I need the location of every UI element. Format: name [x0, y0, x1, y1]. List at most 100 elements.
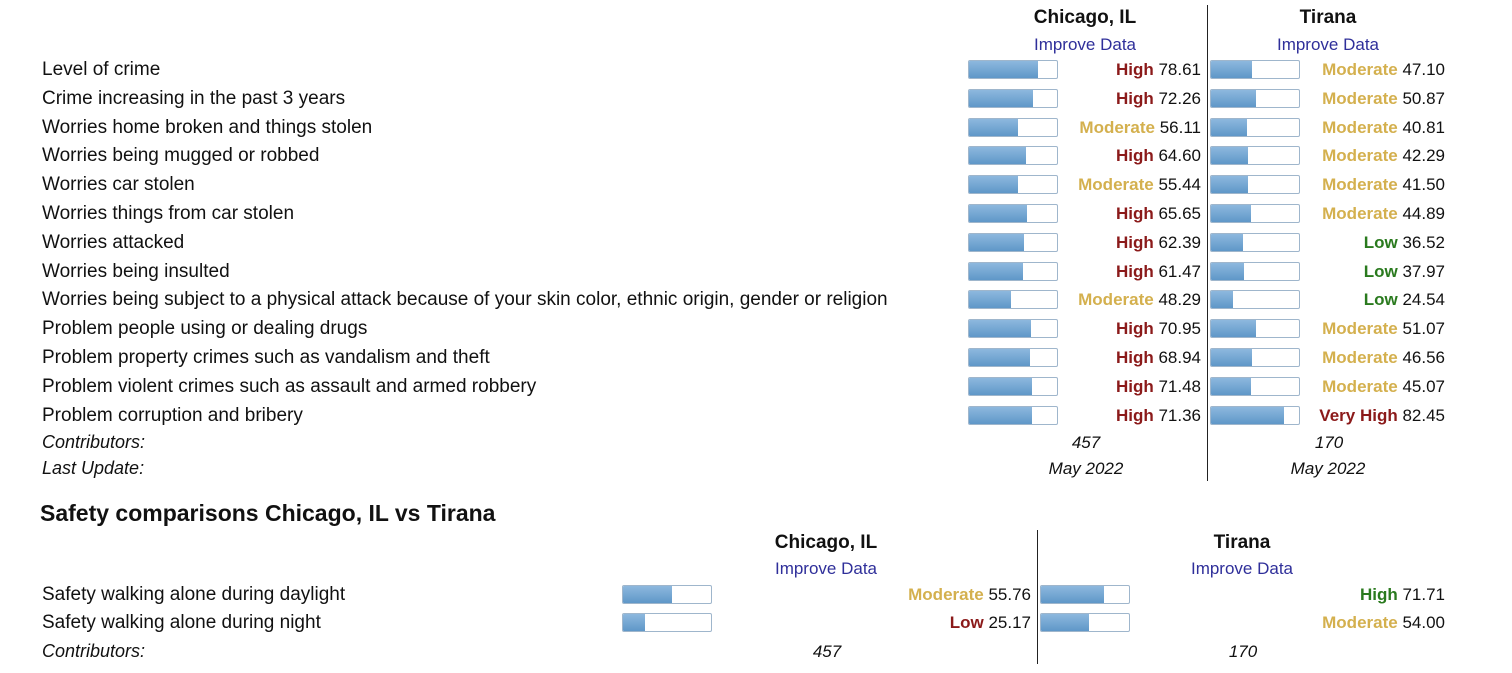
crime-c1-rating: High: [1115, 88, 1154, 108]
crime-c1-bar-fill: [969, 233, 1024, 251]
safety-c2-value: Moderate 54.00: [1322, 613, 1445, 633]
crime-c2-bar: [1210, 376, 1300, 396]
crime-c2-number: 51.07: [1402, 319, 1445, 339]
crime-c1-number: 62.39: [1158, 232, 1201, 252]
crime-city1-last-update: May 2022: [1048, 459, 1124, 478]
crime-c1-number: 68.94: [1158, 348, 1201, 367]
crime-c1-rating: Moderate: [1078, 290, 1154, 310]
crime-c1-bar-fill: [969, 291, 1012, 309]
crime-c1-bar-fill: [969, 118, 1019, 136]
crime-city2-contributors: 170: [1314, 433, 1344, 452]
crime-city1-improve-link[interactable]: Improve Data: [1033, 35, 1137, 54]
crime-c2-rating: Moderate: [1322, 117, 1398, 137]
crime-row-label: Crime increasing in the past 3 years: [42, 87, 346, 109]
safety-city1-contributors: 457: [812, 642, 842, 661]
safety-contributors-label: Contributors:: [42, 641, 146, 661]
crime-c2-value: Moderate 44.89: [1322, 204, 1445, 224]
crime-c1-bar: [968, 376, 1058, 396]
safety-c1-bar: [622, 613, 712, 632]
crime-row-label: Worries car stolen: [42, 174, 195, 196]
crime-c2-rating: Low: [1363, 290, 1398, 310]
crime-c2-rating: Low: [1363, 232, 1398, 252]
crime-city1-contributors: 457: [1071, 433, 1101, 452]
safety-c2-rating: Moderate: [1322, 613, 1398, 632]
crime-c1-bar: [968, 146, 1058, 166]
crime-c2-bar: [1210, 88, 1300, 108]
crime-c1-bar: [968, 204, 1058, 223]
crime-c1-rating: Moderate: [1078, 175, 1154, 195]
crime-c2-bar-fill: [1211, 262, 1245, 280]
crime-c2-number: 37.97: [1402, 261, 1445, 281]
crime-c1-value: Moderate 48.29: [1078, 290, 1201, 310]
crime-c1-rating: High: [1115, 232, 1154, 252]
crime-c2-number: 46.56: [1402, 348, 1445, 367]
crime-c1-rating: Moderate: [1079, 117, 1155, 137]
crime-c1-value: High 64.60: [1116, 146, 1201, 166]
crime-c2-bar: [1210, 261, 1300, 281]
crime-c1-bar-fill: [969, 262, 1024, 280]
crime-c2-rating: Moderate: [1322, 348, 1398, 367]
crime-c2-number: 45.07: [1402, 376, 1445, 396]
crime-c2-bar: [1210, 232, 1300, 252]
crime-c2-value: Low 24.54: [1364, 290, 1445, 310]
crime-c2-value: Low 37.97: [1364, 262, 1445, 282]
safety-city2-contributors: 170: [1228, 642, 1258, 661]
crime-c2-rating: Moderate: [1322, 175, 1398, 195]
crime-c2-bar: [1210, 290, 1300, 310]
crime-row-label: Problem violent crimes such as assault a…: [42, 375, 537, 397]
crime-c1-number: 70.95: [1158, 319, 1201, 339]
crime-c1-rating: High: [1115, 376, 1154, 396]
safety-c2-bar: [1040, 613, 1130, 632]
crime-row-label: Worries being mugged or robbed: [42, 145, 320, 167]
crime-c2-value: Moderate 47.10: [1322, 60, 1445, 80]
crime-city2-title: Tirana: [1299, 7, 1357, 28]
crime-c2-value: Low 36.52: [1364, 233, 1445, 253]
crime-city2-improve-link[interactable]: Improve Data: [1276, 35, 1380, 54]
crime-c1-value: High 62.39: [1116, 233, 1201, 253]
crime-c1-value: High 65.65: [1116, 204, 1201, 224]
safety-c1-bar-fill: [623, 586, 673, 603]
crime-c2-rating: Moderate: [1322, 376, 1398, 396]
crime-c1-bar: [968, 175, 1058, 195]
crime-city2-last-update: May 2022: [1290, 459, 1366, 478]
crime-c1-value: Moderate 56.11: [1079, 118, 1201, 138]
crime-row-label: Problem corruption and bribery: [42, 404, 303, 426]
crime-c2-value: Moderate 42.29: [1322, 146, 1445, 166]
crime-row-label: Worries being subject to a physical atta…: [42, 289, 888, 311]
crime-c2-rating: Moderate: [1322, 204, 1398, 223]
safety-city1-improve-link[interactable]: Improve Data: [774, 559, 878, 578]
safety-city2-title: Tirana: [1213, 532, 1271, 553]
crime-row-label: Worries being insulted: [42, 260, 230, 282]
crime-c1-value: High 72.26: [1116, 89, 1201, 109]
safety-city2-improve-link[interactable]: Improve Data: [1190, 559, 1294, 578]
crime-c1-number: 61.47: [1158, 261, 1201, 281]
safety-c1-bar: [622, 585, 712, 604]
crime-c1-number: 56.11: [1159, 117, 1201, 137]
crime-c1-rating: High: [1115, 60, 1154, 79]
crime-c2-bar-fill: [1211, 291, 1233, 309]
crime-c1-bar: [968, 290, 1058, 310]
crime-c2-number: 50.87: [1402, 88, 1445, 108]
crime-c1-bar: [968, 261, 1058, 281]
crime-c1-number: 55.44: [1158, 175, 1201, 195]
crime-c2-value: Moderate 40.81: [1322, 118, 1445, 138]
safety-c2-number: 54.00: [1402, 613, 1445, 632]
crime-c1-bar: [968, 319, 1058, 339]
crime-c1-rating: High: [1115, 405, 1154, 425]
crime-c1-bar: [968, 232, 1058, 252]
crime-c2-number: 42.29: [1402, 146, 1445, 166]
crime-c1-rating: High: [1115, 204, 1154, 223]
crime-c1-number: 72.26: [1158, 88, 1201, 108]
crime-c1-value: High 68.94: [1116, 348, 1201, 368]
crime-c1-bar-fill: [969, 205, 1027, 222]
crime-c1-bar: [968, 88, 1058, 108]
crime-c2-bar-fill: [1211, 118, 1247, 136]
crime-c2-bar-fill: [1211, 377, 1251, 395]
crime-c2-bar: [1210, 204, 1300, 223]
crime-c1-bar-fill: [969, 147, 1026, 165]
crime-c2-rating: Moderate: [1322, 146, 1398, 166]
crime-c2-value: Very High 82.45: [1319, 406, 1445, 426]
crime-c1-bar: [968, 60, 1058, 79]
crime-c2-number: 24.54: [1402, 290, 1445, 310]
crime-c2-value: Moderate 50.87: [1322, 89, 1445, 109]
